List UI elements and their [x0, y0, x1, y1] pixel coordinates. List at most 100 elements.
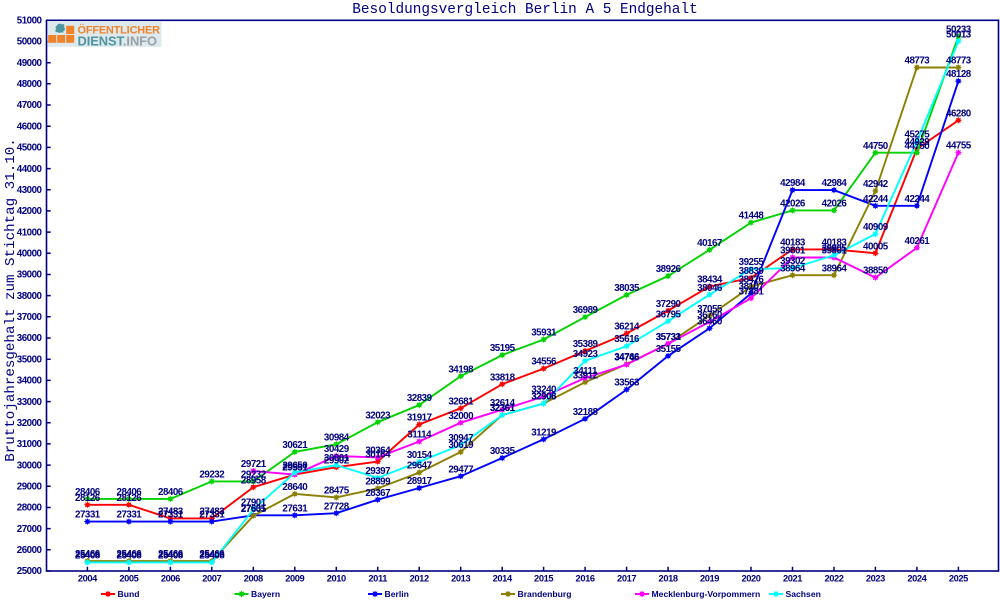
svg-text:27728: 27728 [324, 501, 350, 512]
svg-text:27901: 27901 [241, 498, 267, 509]
svg-text:2004: 2004 [78, 574, 98, 584]
svg-text:29232: 29232 [241, 470, 267, 481]
svg-text:40909: 40909 [863, 222, 889, 233]
svg-text:42000: 42000 [17, 206, 43, 217]
svg-text:Bruttojahresgehalt zum Stichta: Bruttojahresgehalt zum Stichtag 31.10. [3, 138, 19, 462]
svg-text:2019: 2019 [700, 574, 719, 584]
svg-text:35195: 35195 [490, 343, 516, 354]
svg-text:2005: 2005 [119, 574, 138, 584]
svg-text:2020: 2020 [741, 574, 760, 584]
svg-text:38035: 38035 [614, 283, 640, 294]
svg-text:39801: 39801 [822, 246, 848, 257]
svg-text:32908: 32908 [531, 392, 557, 403]
svg-text:35389: 35389 [573, 339, 599, 350]
svg-text:38434: 38434 [697, 275, 723, 286]
svg-text:31917: 31917 [407, 413, 433, 424]
svg-text:45275: 45275 [905, 130, 931, 141]
svg-text:2015: 2015 [534, 574, 553, 584]
svg-text:32361: 32361 [490, 403, 516, 414]
svg-text:40183: 40183 [780, 238, 806, 249]
svg-text:42026: 42026 [822, 199, 848, 210]
svg-text:27605: 27605 [241, 504, 267, 515]
svg-text:38850: 38850 [863, 266, 889, 277]
svg-text:31114: 31114 [407, 430, 432, 441]
svg-text:27483: 27483 [199, 507, 225, 518]
svg-text:28406: 28406 [117, 487, 143, 498]
svg-text:27331: 27331 [158, 510, 184, 521]
svg-text:2023: 2023 [866, 574, 885, 584]
svg-text:39000: 39000 [17, 270, 43, 281]
svg-text:32000: 32000 [448, 411, 474, 422]
svg-text:50000: 50000 [17, 37, 43, 48]
svg-text:29551: 29551 [282, 463, 308, 474]
svg-text:2014: 2014 [493, 574, 513, 584]
svg-text:35616: 35616 [614, 334, 640, 345]
svg-text:2022: 2022 [824, 574, 843, 584]
svg-text:34766: 34766 [614, 352, 640, 363]
svg-text:34556: 34556 [531, 357, 557, 368]
svg-text:38107: 38107 [739, 282, 765, 293]
svg-text:37055: 37055 [697, 304, 723, 315]
svg-text:30000: 30000 [17, 460, 43, 471]
svg-text:36989: 36989 [573, 305, 599, 316]
svg-text:2021: 2021 [783, 574, 802, 584]
svg-text:35931: 35931 [531, 328, 557, 339]
svg-text:42984: 42984 [822, 178, 848, 189]
svg-text:32681: 32681 [448, 396, 474, 407]
svg-text:34000: 34000 [17, 376, 43, 387]
svg-text:34746: 34746 [614, 353, 640, 364]
svg-text:44750: 44750 [905, 141, 931, 152]
svg-text:32188: 32188 [573, 407, 599, 418]
svg-text:42984: 42984 [780, 178, 806, 189]
svg-text:26000: 26000 [17, 545, 43, 556]
svg-text:Brandenburg: Brandenburg [518, 589, 572, 599]
svg-text:25466: 25466 [158, 549, 184, 560]
svg-text:40261: 40261 [905, 236, 931, 247]
svg-text:40183: 40183 [822, 238, 848, 249]
svg-text:Bayern: Bayern [251, 589, 280, 599]
svg-text:ÖFFENTLICHER: ÖFFENTLICHER [78, 24, 161, 37]
svg-text:27631: 27631 [282, 503, 308, 514]
svg-text:38426: 38426 [739, 275, 765, 286]
svg-text:39302: 39302 [780, 256, 806, 267]
svg-text:38839: 38839 [739, 266, 765, 277]
svg-text:42942: 42942 [863, 179, 889, 190]
svg-text:39801: 39801 [780, 246, 806, 257]
svg-text:29477: 29477 [448, 464, 474, 475]
svg-text:33000: 33000 [17, 397, 43, 408]
svg-text:28958: 28958 [241, 475, 267, 486]
svg-text:47000: 47000 [17, 100, 43, 111]
svg-text:28475: 28475 [324, 486, 350, 497]
svg-text:31000: 31000 [17, 439, 43, 450]
svg-text:31219: 31219 [531, 427, 557, 438]
svg-text:DIENST.INFO: DIENST.INFO [78, 33, 158, 48]
svg-text:Sachsen: Sachsen [786, 589, 821, 599]
svg-text:39255: 39255 [739, 257, 765, 268]
svg-text:40000: 40000 [17, 249, 43, 260]
svg-text:32906: 32906 [531, 392, 557, 403]
svg-text:30335: 30335 [490, 446, 516, 457]
svg-text:36214: 36214 [614, 322, 640, 333]
svg-text:33563: 33563 [614, 378, 640, 389]
svg-text:29232: 29232 [199, 470, 225, 481]
svg-text:44750: 44750 [863, 141, 889, 152]
svg-text:28126: 28126 [117, 493, 143, 504]
svg-text:44000: 44000 [17, 164, 43, 175]
svg-text:28367: 28367 [365, 488, 391, 499]
svg-text:44755: 44755 [946, 141, 972, 152]
svg-text:41000: 41000 [17, 227, 43, 238]
svg-text:Besoldungsvergleich Berlin A 5: Besoldungsvergleich Berlin A 5 Endgehalt [352, 2, 697, 18]
svg-text:46280: 46280 [946, 108, 972, 119]
svg-text:41448: 41448 [739, 211, 765, 222]
svg-text:30001: 30001 [324, 453, 350, 464]
svg-text:29650: 29650 [282, 461, 308, 472]
svg-text:42244: 42244 [863, 194, 889, 205]
svg-text:30619: 30619 [448, 440, 474, 451]
svg-text:43000: 43000 [17, 185, 43, 196]
svg-text:35731: 35731 [656, 332, 682, 343]
svg-text:25408: 25408 [75, 551, 101, 562]
svg-text:48000: 48000 [17, 79, 43, 90]
svg-text:37290: 37290 [656, 299, 682, 310]
svg-text:28000: 28000 [17, 503, 43, 514]
svg-text:27331: 27331 [117, 510, 143, 521]
